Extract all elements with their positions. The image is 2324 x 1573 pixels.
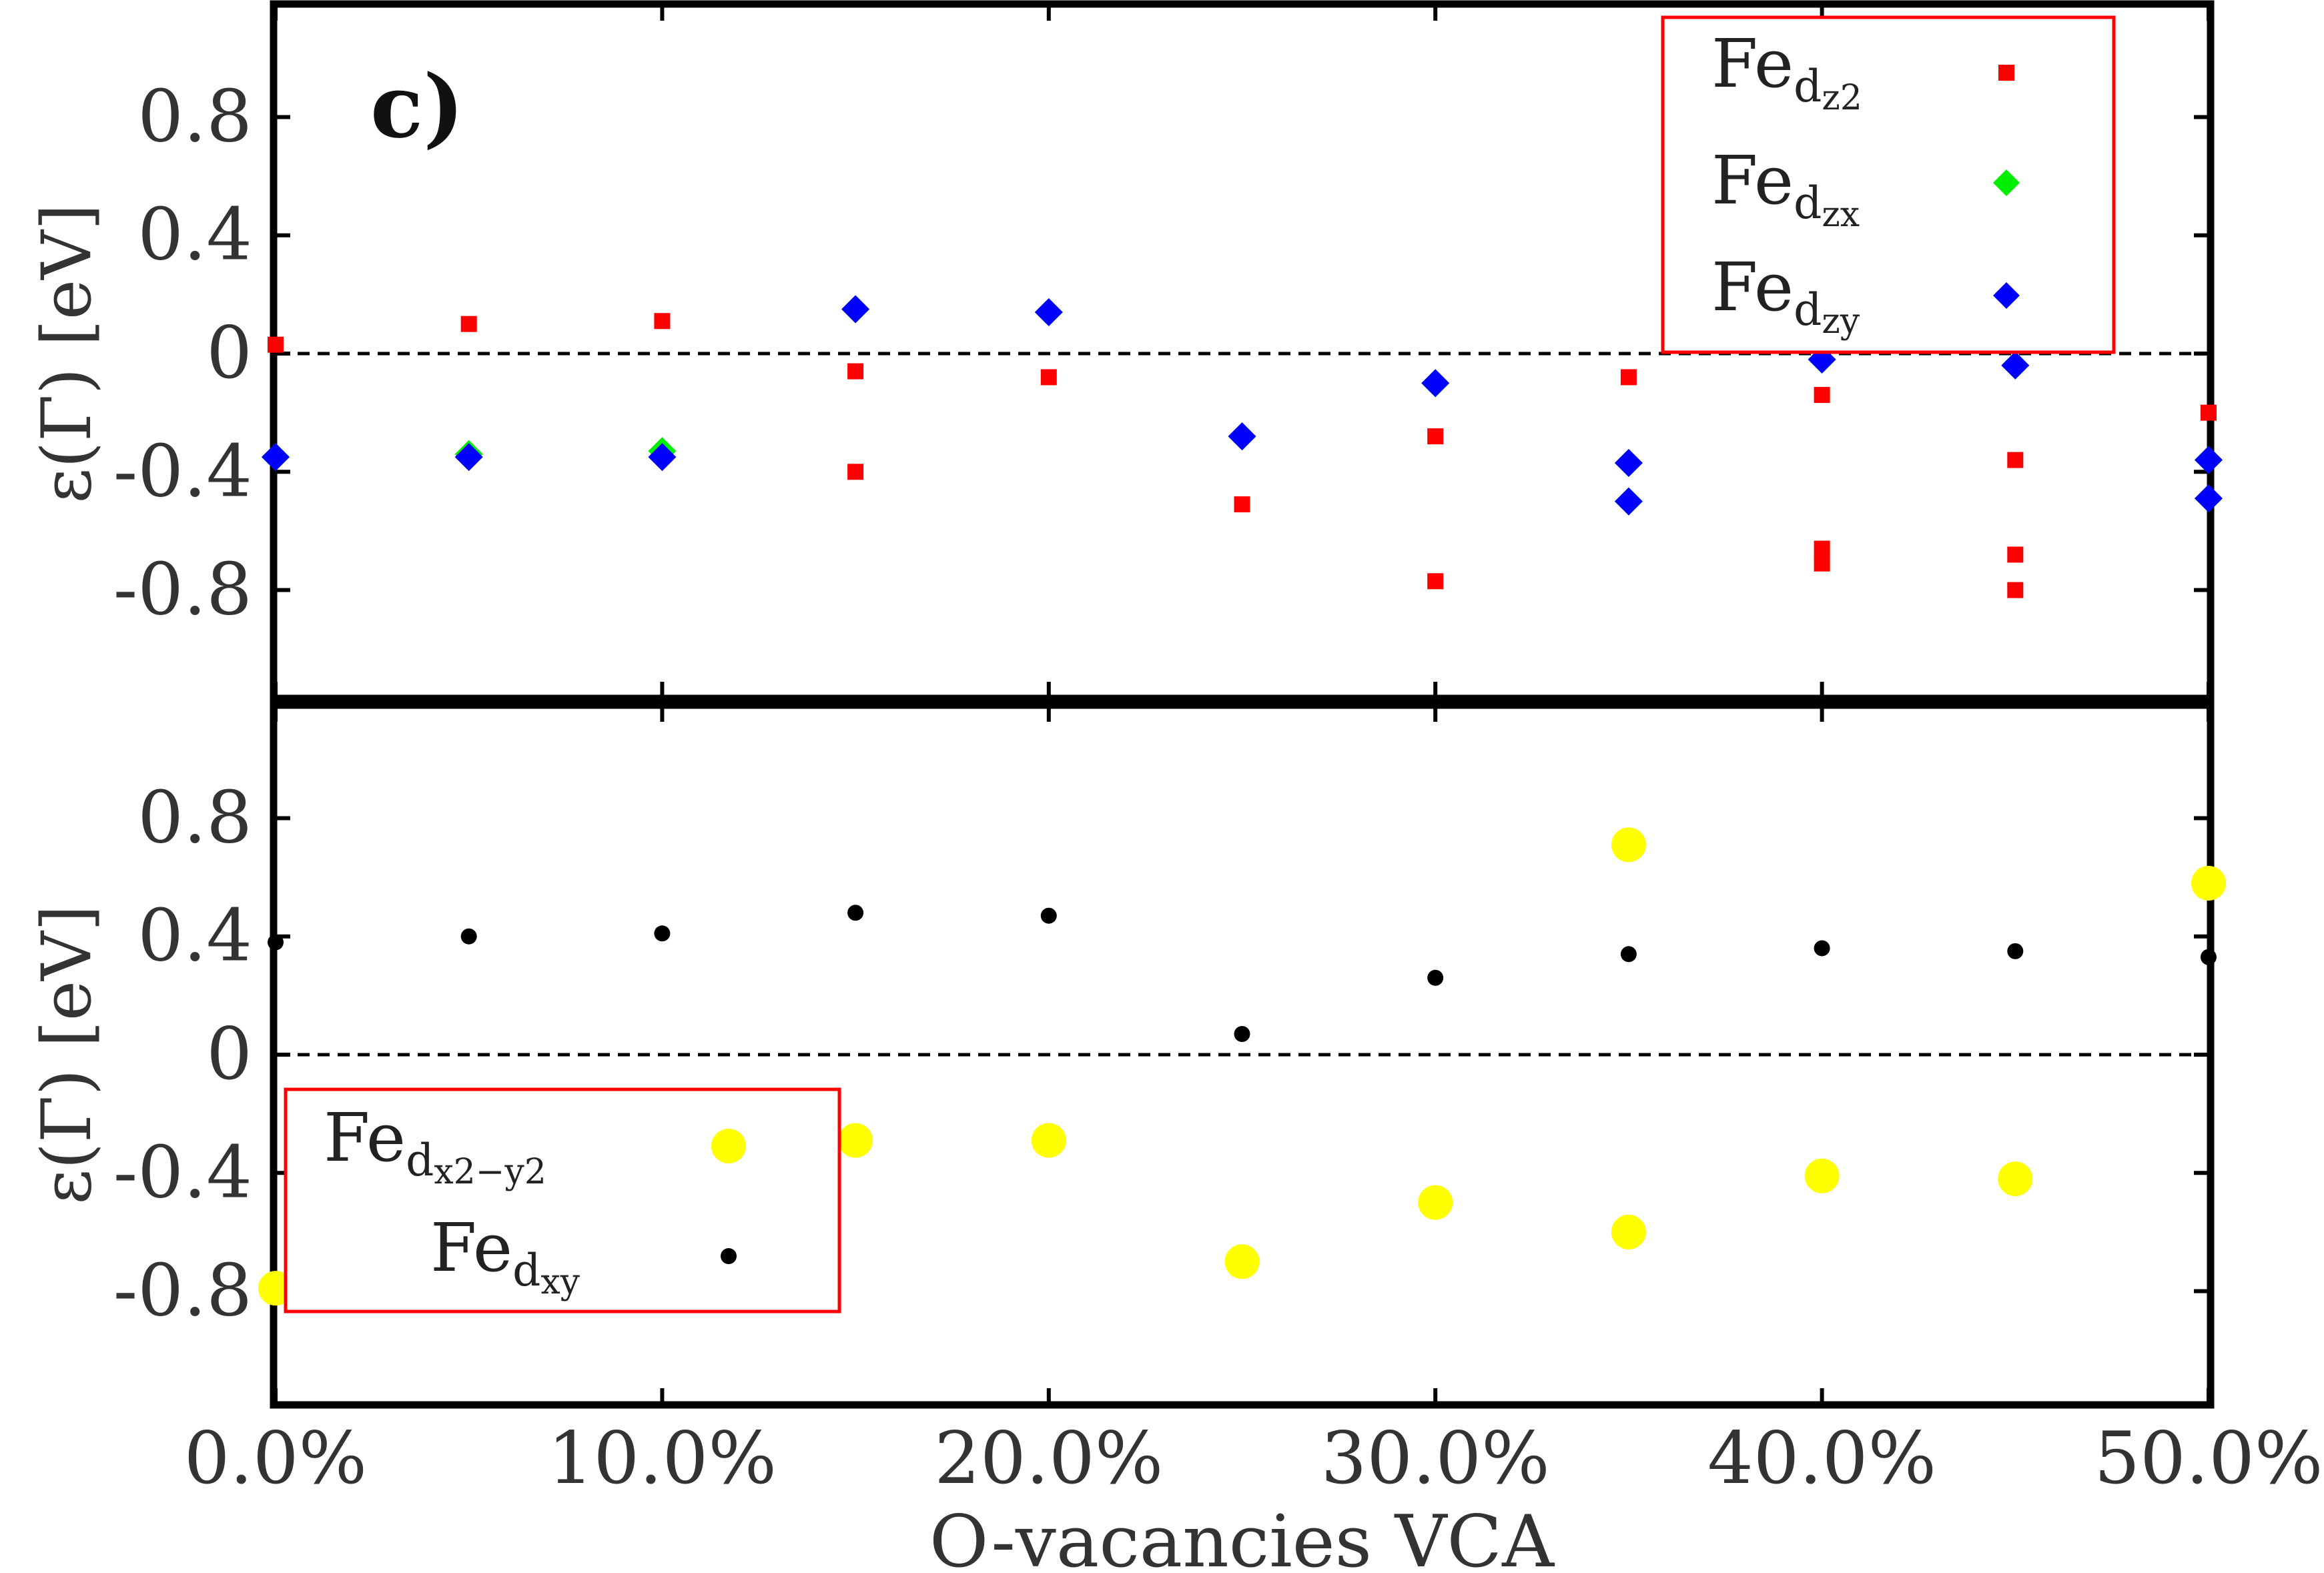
y-tick-label: -0.4 [113,1131,252,1214]
x-tick-label: 40.0% [1707,1417,1936,1500]
point-circle-large-ffff00 [1031,1123,1066,1158]
point-square-ff0000 [2007,452,2024,468]
legend-marker-fe-dx2y2 [711,1129,746,1163]
legend-label-fe-dzy: Fedzy [1711,248,1860,342]
legend-label-fe-dx2y2: Fedx2−y2 [324,1099,546,1192]
point-diamond-0000ff [2195,446,2223,474]
point-diamond-0000ff [1614,448,1643,477]
bottom-y-axis-label: ε(Γ) [eV] [27,905,107,1204]
point-circle-large-ffff00 [1611,827,1646,863]
point-square-ff0000 [654,313,671,330]
point-diamond-0000ff [1614,487,1643,516]
point-square-ff0000 [1620,369,1637,386]
point-circle-large-ffff00 [1998,1161,2033,1197]
x-tick-label: 10.0% [548,1417,777,1500]
point-square-ff0000 [1814,555,1830,572]
point-circle-large-ffff00 [2191,865,2226,901]
point-circle-small-000000 [268,934,284,951]
legend-marker-fe-dxy [721,1248,737,1264]
point-circle-large-ffff00 [1804,1158,1840,1193]
point-circle-small-000000 [654,925,671,942]
x-tick-label: 0.0% [184,1417,367,1500]
x-tick-label: 50.0% [2094,1417,2323,1500]
point-diamond-0000ff [2195,484,2223,513]
y-tick-label: 0.8 [137,75,252,158]
point-circle-small-000000 [1814,940,1830,957]
point-circle-small-000000 [1040,907,1057,924]
point-diamond-0000ff [2001,351,2030,380]
point-circle-small-000000 [2201,949,2217,965]
point-diamond-0000ff [648,443,677,472]
point-square-ff0000 [2201,404,2217,421]
x-tick-label: 20.0% [934,1417,1163,1500]
point-square-ff0000 [1427,428,1444,445]
y-tick-label: 0 [206,1013,252,1096]
top-legend-box [1661,15,2116,354]
bottom-panel-frame [270,701,2215,1409]
point-circle-small-000000 [1620,946,1637,963]
point-circle-large-ffff00 [1611,1214,1646,1249]
point-square-ff0000 [460,316,477,332]
point-circle-large-ffff00 [838,1123,873,1158]
point-diamond-0000ff [1034,298,1063,326]
y-tick-label: 0.4 [137,193,252,277]
y-tick-label: 0 [206,312,252,395]
point-square-ff0000 [2007,546,2024,563]
legend-marker-fe-dzx [1993,169,2020,196]
point-diamond-0000ff [262,443,290,472]
point-square-ff0000 [1234,496,1250,513]
legend-label-fe-dz2: Fedz2 [1711,25,1862,118]
point-square-ff0000 [2007,582,2024,598]
data-marks [258,295,2226,1306]
point-circle-large-ffff00 [1418,1185,1453,1220]
y-tick-label: 0.8 [137,776,252,859]
point-circle-large-ffff00 [1224,1244,1260,1279]
y-tick-label: -0.4 [113,430,252,513]
legend-marker-fe-dz2 [1998,65,2014,81]
point-square-ff0000 [847,363,864,380]
y-tick-label: -0.8 [113,1249,252,1333]
point-diamond-0000ff [1228,422,1256,451]
point-diamond-0000ff [841,295,870,324]
bottom-legend: Fedx2−y2 Fedxy [284,1087,841,1314]
point-circle-small-000000 [1427,969,1444,986]
point-square-ff0000 [1040,369,1057,386]
legend-label-fe-dzx: Fedzx [1711,141,1860,235]
y-tick-label: 0.4 [137,895,252,978]
point-square-ff0000 [268,336,284,353]
point-square-ff0000 [1427,573,1444,590]
point-square-ff0000 [1814,387,1830,404]
point-circle-small-000000 [460,928,477,945]
point-circle-small-000000 [1234,1025,1250,1042]
point-circle-small-000000 [847,905,864,921]
legend-label-fe-dxy: Fedxy [430,1209,580,1302]
legend-marker-fe-dzy [1993,282,2020,309]
point-diamond-0000ff [1421,369,1450,398]
bottom-legend-box [284,1087,841,1314]
point-diamond-0000ff [454,443,483,472]
panel-label: c) [370,55,464,157]
point-square-ff0000 [847,464,864,480]
top-legend: Fedz2 Fedzx Fedzy [1661,15,2116,354]
point-square-ff0000 [1814,540,1830,557]
x-axis-label: O-vacancies VCA [929,1500,1555,1573]
y-tick-label: -0.8 [113,548,252,632]
top-y-axis-label: ε(Γ) [eV] [27,203,107,503]
tick-labels: 0.8 0.4 0 -0.4 -0.8 0.8 0.4 0 -0.4 -0.8 0.0% 10.0% 2… [113,75,2323,1500]
point-circle-small-000000 [2007,943,2024,959]
x-tick-label: 30.0% [1321,1417,1550,1500]
